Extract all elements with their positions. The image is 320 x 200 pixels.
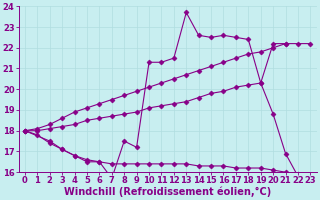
- X-axis label: Windchill (Refroidissement éolien,°C): Windchill (Refroidissement éolien,°C): [64, 187, 271, 197]
